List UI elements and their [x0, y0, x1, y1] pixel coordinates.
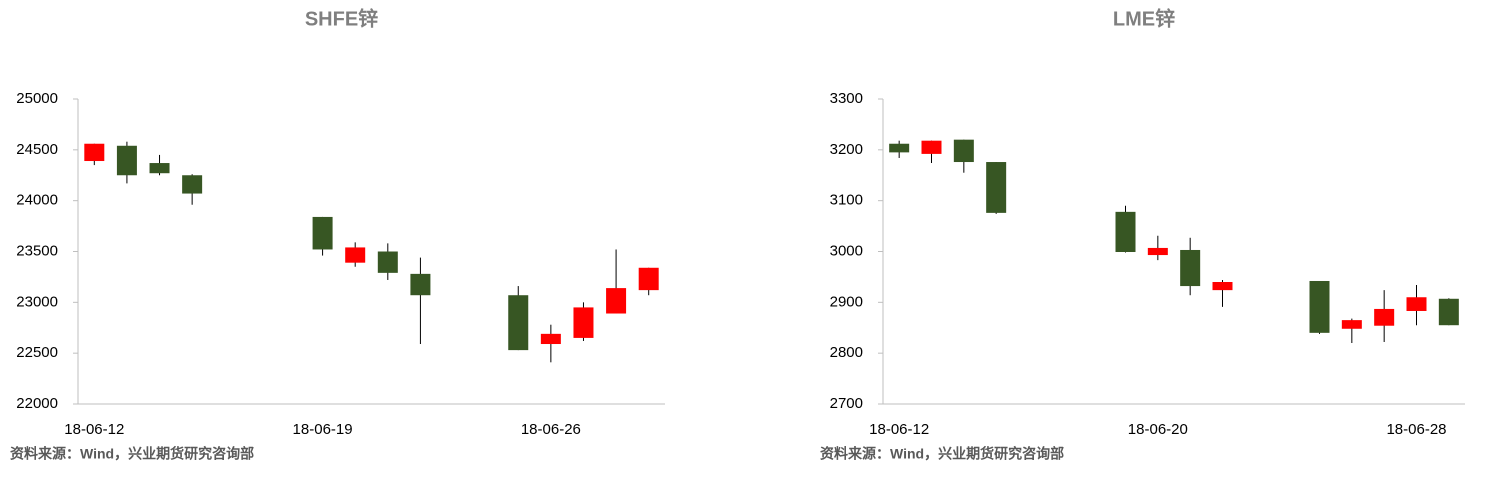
x-tick-label: 18-06-19	[293, 421, 353, 438]
chart-title: SHFE锌	[305, 6, 378, 30]
y-tick-label: 2800	[830, 344, 863, 361]
candle-body	[1212, 282, 1233, 291]
y-tick-label: 2900	[830, 293, 863, 310]
y-tick-label: 24000	[16, 192, 58, 209]
y-tick-label: 3000	[830, 242, 863, 259]
candle-body	[377, 251, 398, 273]
candle-body	[1374, 308, 1395, 326]
candle-body	[540, 333, 561, 345]
y-tick-label: 25000	[16, 90, 58, 107]
candle-body	[312, 216, 333, 250]
y-tick-label: 23500	[16, 242, 58, 259]
candle-body	[116, 145, 137, 176]
candle-body	[1406, 297, 1427, 311]
source-note: 资料来源：Wind，兴业期货研究咨询部	[820, 446, 1064, 462]
y-tick-label: 3100	[830, 192, 863, 209]
x-tick-label: 18-06-26	[521, 421, 581, 438]
candle-body	[1180, 249, 1201, 287]
candle-body	[508, 295, 529, 351]
candle-body	[1147, 247, 1168, 256]
candle-body	[921, 140, 942, 154]
y-tick-label: 2700	[830, 395, 863, 412]
candle-body	[889, 143, 910, 153]
candle-body	[1309, 280, 1330, 333]
chart-title: LME锌	[1113, 6, 1175, 30]
candle-body	[149, 163, 170, 174]
candle-body	[606, 288, 627, 314]
y-tick-label: 3200	[830, 141, 863, 158]
x-tick-label: 18-06-12	[64, 421, 124, 438]
candle-body	[345, 247, 366, 263]
candle-body	[1341, 320, 1362, 329]
candle-body	[573, 307, 594, 338]
x-tick-label: 18-06-12	[869, 421, 929, 438]
candle-body	[1115, 211, 1136, 253]
y-tick-label: 23000	[16, 293, 58, 310]
y-tick-label: 22000	[16, 395, 58, 412]
candle-body	[986, 162, 1007, 213]
candle-body	[1438, 298, 1459, 326]
candle-body	[638, 267, 659, 291]
candle-body	[182, 175, 203, 194]
source-note: 资料来源：Wind，兴业期货研究咨询部	[10, 446, 254, 462]
y-tick-label: 3300	[830, 90, 863, 107]
candle-body	[410, 273, 431, 296]
candle-body	[953, 139, 974, 163]
x-tick-label: 18-06-20	[1128, 421, 1188, 438]
x-tick-label: 18-06-28	[1386, 421, 1446, 438]
y-tick-label: 22500	[16, 344, 58, 361]
candle-body	[84, 143, 105, 162]
y-tick-label: 24500	[16, 141, 58, 158]
